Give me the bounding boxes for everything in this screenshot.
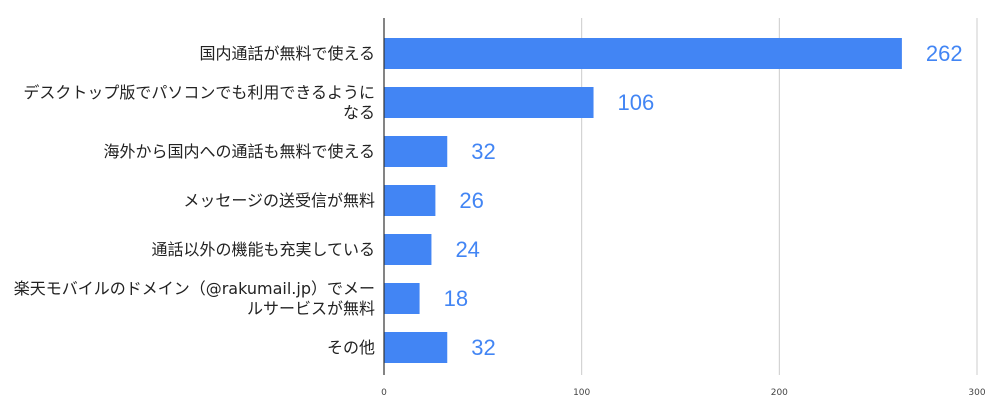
x-tick-label: 200 xyxy=(771,388,788,398)
bar xyxy=(384,332,448,363)
bars-layer xyxy=(384,38,902,363)
x-axis-tick-labels: 0 100 200 300 xyxy=(381,388,986,398)
grid-layer xyxy=(581,18,978,375)
bar xyxy=(384,136,448,167)
x-tick-label: 100 xyxy=(573,388,590,398)
x-tick-label: 0 xyxy=(381,388,387,398)
data-label: 26 xyxy=(459,188,483,213)
bar xyxy=(384,185,436,216)
data-label: 24 xyxy=(455,237,479,262)
x-tick-label: 300 xyxy=(968,388,985,398)
bar xyxy=(384,87,594,118)
data-label: 18 xyxy=(444,286,468,311)
data-label: 32 xyxy=(471,335,495,360)
category-label: その他 xyxy=(327,338,375,357)
data-label: 262 xyxy=(926,41,963,66)
bar xyxy=(384,234,432,265)
category-label: 海外から国内への通話も無料で使える xyxy=(103,142,375,161)
category-label: 楽天モバイルのドメイン（@rakumail.jp）でメー xyxy=(14,279,375,298)
category-label: 国内通話が無料で使える xyxy=(199,44,375,63)
data-label: 32 xyxy=(471,139,495,164)
category-label: ルサービスが無料 xyxy=(247,299,375,318)
category-label: 通話以外の機能も充実している xyxy=(151,240,375,259)
bar xyxy=(384,38,902,69)
data-label: 106 xyxy=(618,90,655,115)
category-label: メッセージの送受信が無料 xyxy=(183,191,375,210)
category-labels: 国内通話が無料で使えるデスクトップ版でパソコンでも利用できるようになる海外から国… xyxy=(14,44,375,357)
category-label: デスクトップ版でパソコンでも利用できるように xyxy=(23,83,375,102)
category-label: なる xyxy=(343,103,375,122)
bar xyxy=(384,283,420,314)
